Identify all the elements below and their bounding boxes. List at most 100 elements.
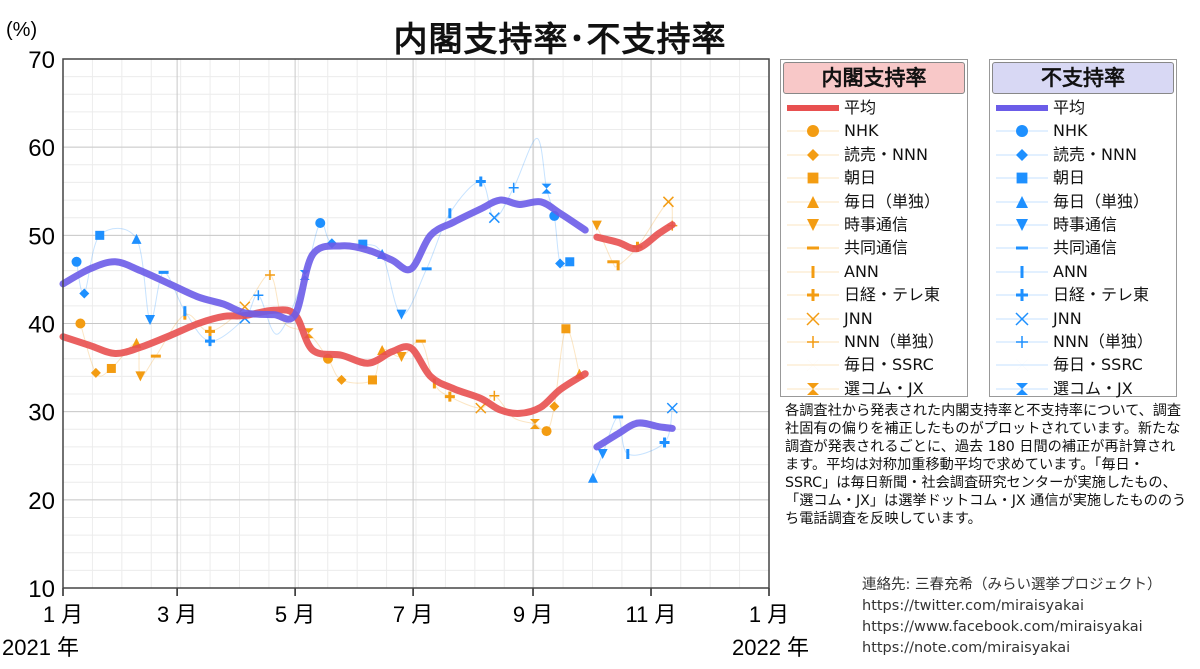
approve-legend-swatch	[787, 172, 839, 184]
legend-marker	[1016, 335, 1028, 348]
approve-point	[396, 352, 407, 363]
disapprove-point	[71, 256, 82, 267]
disapprove-legend-item: 朝日	[990, 166, 1176, 189]
disapprove-point	[205, 336, 216, 347]
disapprove-legend-label: 毎日・SSRC	[1053, 355, 1143, 375]
approve-legend-label: 読売・NNN	[844, 144, 928, 164]
axis-layer: 10 20 30 40 50 60 70 1 月 3 月 5 月 7 月 9 月 11 月 1 月	[28, 47, 789, 627]
year-end-label: 2022 年	[732, 635, 809, 660]
approve-legend-item: 平均	[781, 96, 967, 119]
legend-marker	[1016, 195, 1028, 208]
disapprove-point	[158, 270, 169, 274]
approve-legend-label: NNN（単独）	[844, 331, 944, 351]
legend-marker	[806, 311, 820, 326]
legend-marker	[1016, 246, 1028, 250]
method-note: 各調査社から発表された内閣支持率と不支持率について、調査社固有の偏りを補正したも…	[785, 403, 1187, 527]
disapprove-point	[626, 448, 630, 459]
contact-note-link[interactable]: https://note.com/miraisyakai	[862, 640, 1071, 656]
disapprove-legend-item: NHK	[990, 119, 1176, 142]
y-tick-label: 20	[28, 488, 55, 515]
y-tick-label: 40	[28, 312, 55, 339]
approve-point	[135, 371, 146, 382]
contact-twitter-link[interactable]: https://twitter.com/miraisyakai	[862, 598, 1085, 614]
legend-marker	[807, 382, 819, 395]
legend-marker	[807, 335, 819, 348]
y-tick-label: 50	[28, 223, 55, 250]
contact-facebook-link[interactable]: https://www.facebook.com/miraisyakai	[862, 619, 1143, 635]
plot-frame	[62, 58, 770, 589]
x-tick-label: 11 月	[626, 602, 677, 627]
legend-disapprove-heading: 不支持率	[992, 62, 1174, 94]
approve-legend-item: 日経・テレ東	[781, 283, 967, 306]
approve-point	[475, 402, 487, 414]
disapprove-point	[421, 267, 432, 271]
legend-marker	[1016, 359, 1028, 372]
approve-legend-swatch	[787, 265, 839, 278]
disapprove-legend-item: 日経・テレ東	[990, 283, 1176, 306]
approve-point	[561, 324, 571, 334]
disapprove-legend-swatch	[996, 125, 1048, 138]
disapprove-point	[396, 309, 407, 320]
approve-legend-item: 選コム・JX	[781, 377, 967, 400]
y-tick-label: 70	[28, 47, 55, 74]
approve-legend-item: 朝日	[781, 166, 967, 189]
approve-legend-item: 毎日（単独）	[781, 190, 967, 213]
approve-legend-label: 選コム・JX	[844, 378, 924, 398]
legend-marker	[1016, 172, 1028, 184]
disapprove-legend-swatch	[996, 265, 1048, 278]
disapprove-point	[183, 306, 187, 317]
points-layer	[71, 133, 678, 483]
legend-marker	[807, 125, 819, 138]
legend-approve-rows: 平均 NHK 読売・NNN 朝日 毎日（単独） 時事通信 共同通信 ANN 日経・テレ東 JNN N…	[781, 96, 967, 400]
y-tick-label: 60	[28, 135, 55, 162]
disapprove-legend-swatch	[996, 105, 1048, 111]
disapprove-point	[315, 217, 326, 228]
approve-legend-swatch	[787, 382, 839, 395]
approve-legend-swatch	[787, 311, 839, 326]
disapprove-legend-label: NHK	[1053, 121, 1088, 141]
x-tick-label: 3 月	[157, 602, 197, 627]
legend-marker	[807, 148, 819, 161]
approve-legend-swatch	[787, 335, 839, 348]
approve-point	[278, 316, 289, 327]
approve-legend-item: NHK	[781, 119, 967, 142]
disapprove-point	[448, 208, 452, 219]
approve-point	[607, 260, 618, 264]
approve-legend-swatch	[787, 218, 839, 231]
disapprove-legend-label: 読売・NNN	[1053, 144, 1137, 164]
disapprove-legend-item: 選コム・JX	[990, 377, 1176, 400]
disapprove-point	[597, 448, 608, 459]
approve-legend-item: 読売・NNN	[781, 143, 967, 166]
disapprove-point	[508, 182, 519, 193]
disapprove-legend-item: 毎日・SSRC	[990, 353, 1176, 376]
approve-legend-item: 時事通信	[781, 213, 967, 236]
disapprove-legend-label: 選コム・JX	[1053, 378, 1133, 398]
contact-name: 連絡先: 三春充希（みらい選挙プロジェクト）	[862, 577, 1162, 593]
disapprove-point	[565, 257, 575, 267]
approve-point	[591, 220, 602, 231]
disapprove-legend-item: 読売・NNN	[990, 143, 1176, 166]
legend-disapprove: 不支持率 平均 NHK 読売・NNN 朝日 毎日（単独） 時事通信 共同通信 ANN 日経・テレ…	[989, 59, 1177, 400]
x-tick-label: 1 月	[43, 602, 83, 627]
approve-legend-label: 平均	[844, 98, 877, 117]
disapprove-legend-swatch	[996, 289, 1048, 302]
approve-point	[336, 374, 347, 385]
approve-legend-label: JNN	[844, 308, 873, 328]
legend-marker	[807, 246, 819, 250]
legend-marker	[1015, 311, 1029, 326]
x-tick-label: 7 月	[393, 602, 433, 627]
contact-info: 連絡先: 三春充希（みらい選挙プロジェクト） https://twitter.c…	[862, 575, 1162, 659]
disapprove-point	[79, 288, 90, 299]
legend-marker	[1016, 382, 1028, 395]
disapprove-point	[541, 183, 552, 194]
approve-legend-swatch	[787, 105, 839, 111]
approve-point	[549, 401, 560, 412]
disapprove-legend-label: 朝日	[1053, 168, 1086, 188]
disapprove-legend-swatch	[996, 148, 1048, 161]
legend-marker	[811, 265, 815, 278]
disapprove-average-line	[59, 196, 589, 323]
legend-marker	[807, 195, 819, 208]
legend-marker	[807, 359, 819, 372]
disapprove-legend-item: 共同通信	[990, 236, 1176, 259]
